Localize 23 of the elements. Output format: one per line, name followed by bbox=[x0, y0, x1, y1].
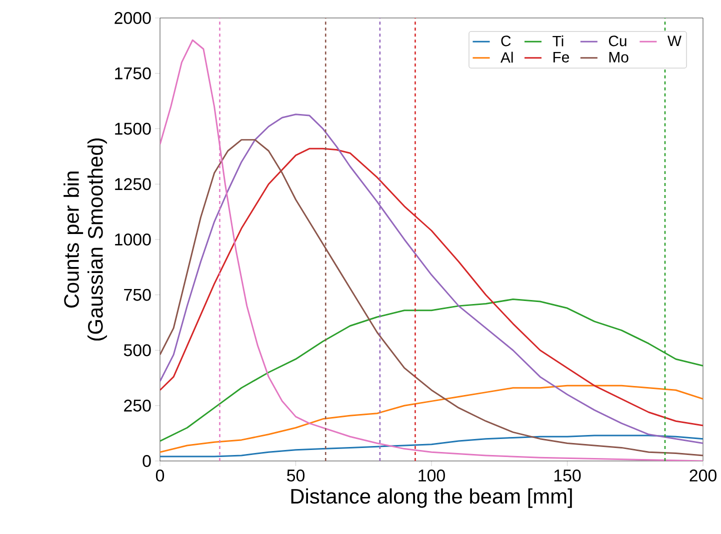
legend-label: Fe bbox=[553, 52, 570, 62]
x-axis-title: Distance along the beam [mm] bbox=[291, 488, 572, 508]
legend-label: W bbox=[667, 36, 682, 46]
legend-label: Cu bbox=[608, 36, 626, 46]
y-tick-label: 0 bbox=[142, 454, 151, 467]
y-tick-label: 500 bbox=[124, 344, 151, 356]
y-tick-label: 2000 bbox=[114, 12, 151, 24]
y-tick-label: 1500 bbox=[115, 122, 151, 135]
y-tick-label: 750 bbox=[124, 288, 151, 301]
x-tick-label: 100 bbox=[418, 470, 445, 482]
legend-label: Al bbox=[500, 52, 513, 63]
x-tick-label: 200 bbox=[690, 470, 716, 482]
x-tick-label: 0 bbox=[156, 470, 164, 482]
legend-label: Ti bbox=[552, 35, 564, 46]
x-tick-label: 50 bbox=[287, 470, 305, 482]
y-tick-label: 1750 bbox=[115, 67, 151, 80]
y-axis-title: Counts per bin (Gaussian Smoothed) bbox=[64, 138, 107, 341]
x-tick-label: 150 bbox=[554, 470, 581, 482]
legend-label: Mo bbox=[609, 52, 628, 62]
legend-label: C bbox=[501, 36, 511, 46]
y-tick-label: 1250 bbox=[115, 178, 151, 190]
y-tick-label: 250 bbox=[124, 400, 151, 412]
y-tick-label: 1000 bbox=[115, 233, 151, 246]
